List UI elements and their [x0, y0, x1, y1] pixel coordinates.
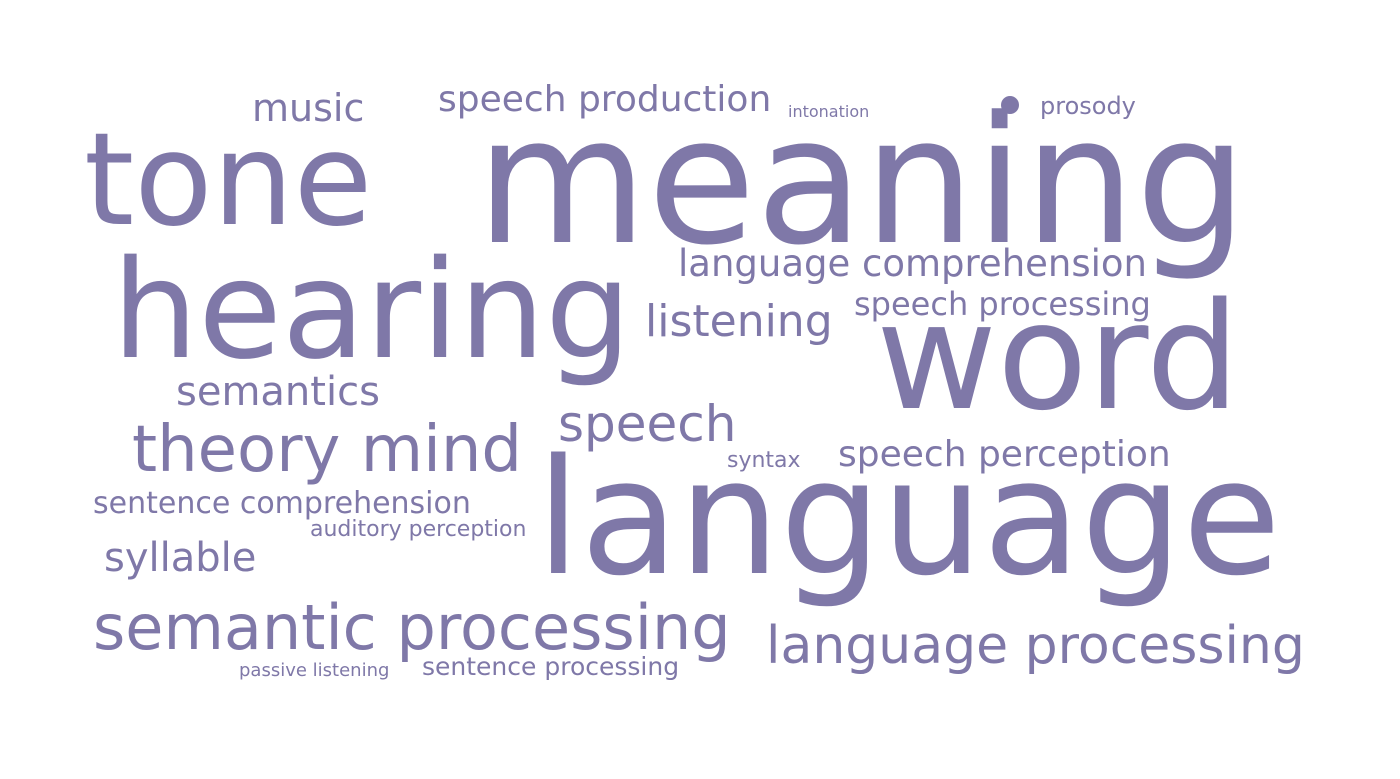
- word-tone: tone: [84, 106, 373, 255]
- word-speech-production: speech production: [438, 79, 772, 120]
- word-sentence-processing: sentence processing: [422, 652, 680, 681]
- word-semantics: semantics: [176, 369, 380, 415]
- word-hearing: hearing: [112, 232, 632, 390]
- word-sentence-comprehension: sentence comprehension: [93, 486, 471, 521]
- word-meaning: meaning: [476, 79, 1248, 284]
- word-speech-processing: speech processing: [854, 285, 1151, 323]
- word-theory-mind: theory mind: [132, 413, 523, 487]
- word-listening: listening: [645, 296, 833, 347]
- word-prosody: prosody: [1040, 92, 1136, 120]
- word-intonation: intonation: [788, 102, 870, 121]
- word-language-processing: language processing: [766, 616, 1305, 676]
- word-syntax: syntax: [727, 448, 801, 473]
- word-syllable: syllable: [104, 535, 257, 581]
- word-speech-perception: speech perception: [838, 434, 1171, 475]
- word-word: word: [876, 271, 1240, 443]
- word-passive-listening: passive listening: [239, 660, 390, 681]
- dot-icon: [1001, 96, 1019, 114]
- word-music: music: [252, 86, 365, 130]
- word-language-comprehension: language comprehension: [678, 242, 1148, 285]
- word-semantic-processing: semantic processing: [93, 591, 731, 664]
- word-speech: speech: [558, 395, 737, 453]
- word-auditory-perception: auditory perception: [310, 517, 527, 542]
- word-language: language: [536, 424, 1281, 611]
